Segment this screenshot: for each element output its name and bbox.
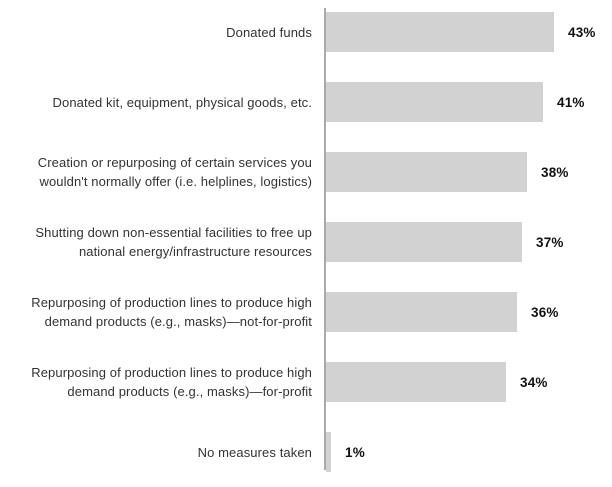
- bar-row: Shutting down non-essential facilities t…: [0, 207, 612, 277]
- plot-area: 1%: [326, 432, 612, 472]
- bar-row: No measures taken 1%: [0, 417, 612, 487]
- bar: [326, 222, 522, 262]
- bar-row: Donated kit, equipment, physical goods, …: [0, 67, 612, 137]
- bar: [326, 362, 506, 402]
- plot-area: 43%: [326, 12, 612, 52]
- plot-area: 41%: [326, 82, 612, 122]
- plot-area: 38%: [326, 152, 612, 192]
- bar-row: Repurposing of production lines to produ…: [0, 347, 612, 417]
- bar: [326, 432, 331, 472]
- category-label: Creation or repurposing of certain servi…: [37, 155, 312, 189]
- category-label: Repurposing of production lines to produ…: [31, 365, 312, 399]
- bar: [326, 12, 554, 52]
- bar: [326, 292, 517, 332]
- category-label: Donated funds: [226, 24, 312, 40]
- bar-row: Donated funds 43%: [0, 0, 612, 67]
- value-label: 36%: [531, 304, 559, 320]
- category-label: Repurposing of production lines to produ…: [31, 295, 312, 329]
- bar-row: Creation or repurposing of certain servi…: [0, 137, 612, 207]
- bar-row: Repurposing of production lines to produ…: [0, 277, 612, 347]
- plot-area: 34%: [326, 362, 612, 402]
- category-label: No measures taken: [197, 444, 312, 460]
- category-label: Donated kit, equipment, physical goods, …: [52, 94, 312, 110]
- bar: [326, 152, 527, 192]
- bar: [326, 82, 543, 122]
- value-label: 38%: [541, 164, 569, 180]
- value-label: 41%: [557, 94, 585, 110]
- plot-area: 37%: [326, 222, 612, 262]
- value-label: 1%: [345, 444, 365, 460]
- plot-area: 36%: [326, 292, 612, 332]
- value-label: 43%: [568, 24, 596, 40]
- category-label: Shutting down non-essential facilities t…: [35, 225, 312, 259]
- y-axis-line: [324, 8, 326, 470]
- value-label: 37%: [536, 234, 564, 250]
- value-label: 34%: [520, 374, 548, 390]
